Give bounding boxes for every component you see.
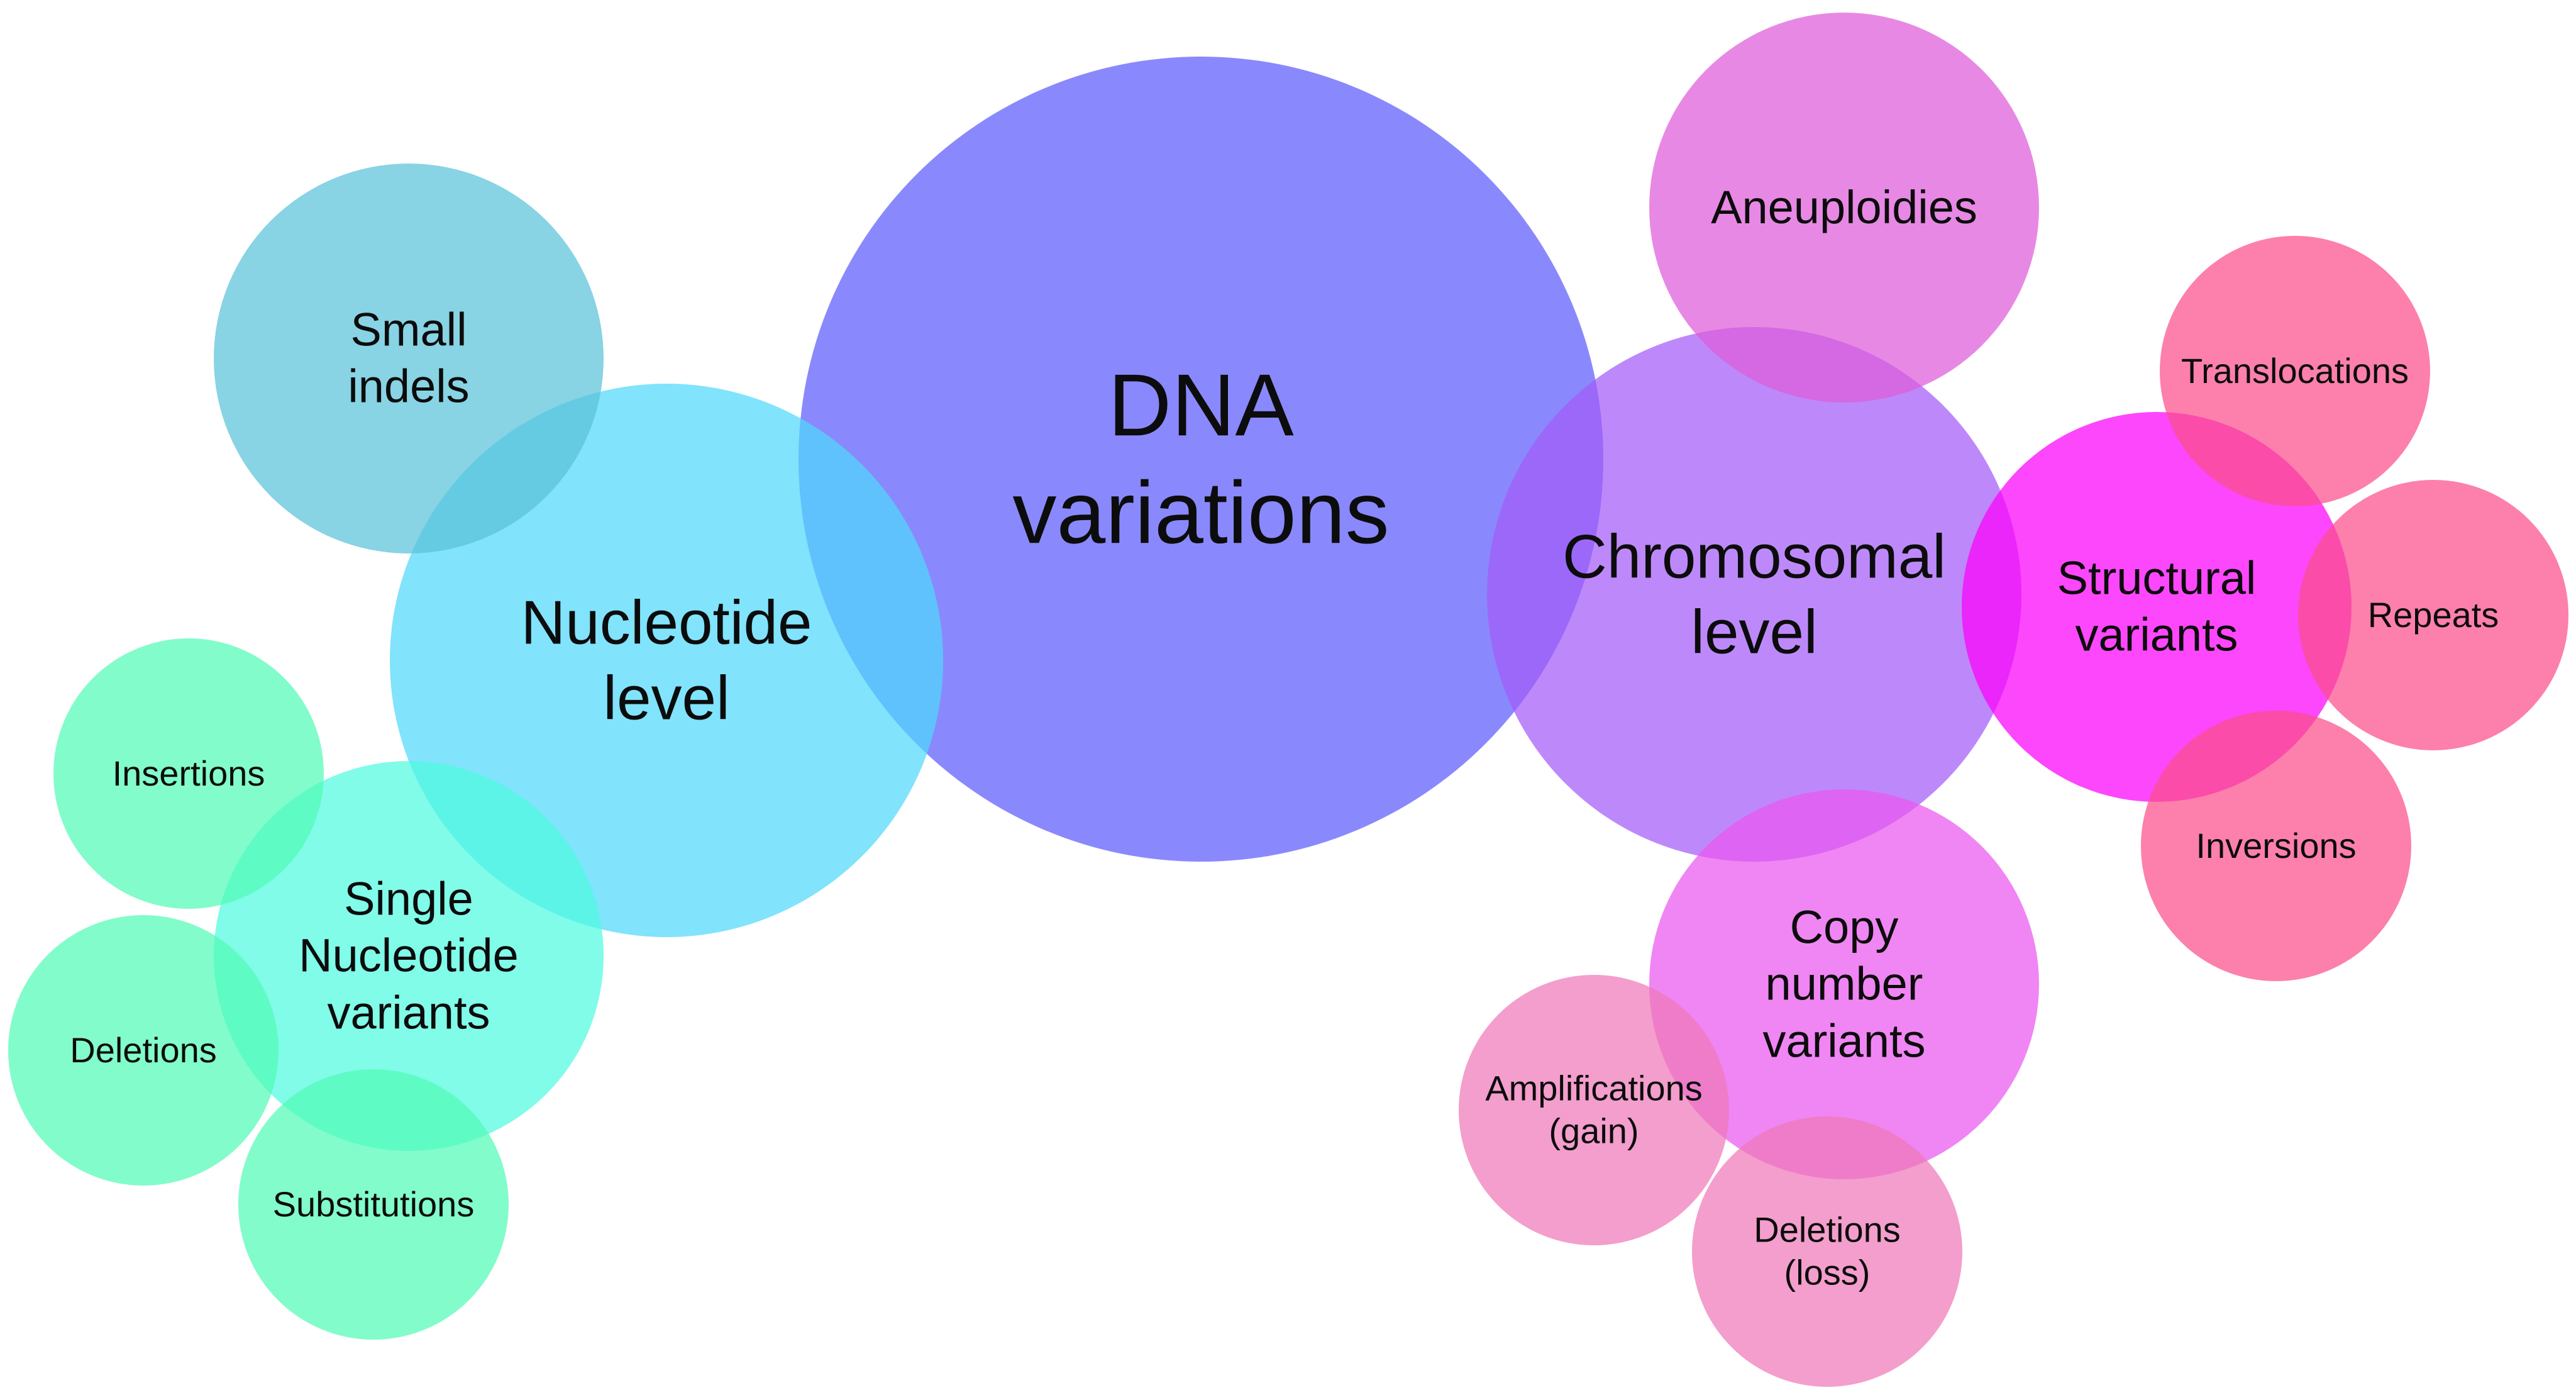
- bubble-deletions-loss: [1692, 1116, 1962, 1387]
- label-line: (gain): [1549, 1111, 1639, 1151]
- label-line: Translocations: [2181, 350, 2409, 391]
- label-line: Copy: [1789, 901, 1899, 953]
- label-structural: Structural variants: [2057, 550, 2257, 664]
- label-translocations: Translocations: [2181, 350, 2409, 392]
- label-line: Single: [344, 872, 473, 925]
- label-aneuploidies: Aneuploidies: [1711, 179, 1977, 236]
- bubble-amplifications: [1459, 975, 1729, 1245]
- label-line: indels: [348, 360, 470, 413]
- label-line: level: [603, 663, 730, 732]
- label-small-indels: Small indels: [348, 302, 469, 416]
- label-line: DNA: [1108, 355, 1294, 455]
- label-line: variations: [1012, 463, 1390, 562]
- label-inversions: Inversions: [2196, 825, 2356, 867]
- bubble-translocations: [2160, 236, 2430, 506]
- label-deletions-loss: Deletions (loss): [1754, 1209, 1900, 1295]
- label-deletions: Deletions: [70, 1029, 216, 1072]
- bubble-substitutions: [238, 1069, 509, 1340]
- label-line: Deletions: [1754, 1209, 1901, 1250]
- label-dna: DNA variations: [1012, 352, 1389, 567]
- label-line: (loss): [1784, 1253, 1871, 1292]
- bubble-insertions: [53, 638, 324, 909]
- label-chromosomal: Chromosomal level: [1562, 519, 1946, 669]
- label-insertions: Insertions: [113, 752, 265, 795]
- label-line: Aneuploidies: [1711, 181, 1977, 233]
- label-substitutions: Substitutions: [273, 1183, 475, 1226]
- label-line: Inversions: [2196, 825, 2357, 865]
- label-repeats: Repeats: [2368, 594, 2499, 636]
- label-line: Deletions: [70, 1030, 217, 1070]
- bubble-deletions: [8, 915, 279, 1186]
- label-nucleotide: Nucleotide level: [521, 585, 812, 735]
- label-line: Chromosomal: [1562, 521, 1946, 591]
- label-amplifications: Amplifications (gain): [1485, 1067, 1702, 1153]
- label-line: Nucleotide: [521, 587, 812, 657]
- label-line: variants: [1762, 1014, 1926, 1067]
- bubble-chromosomal: [1487, 327, 2021, 862]
- label-line: Substitutions: [272, 1184, 475, 1224]
- label-snv: Single Nucleotide variants: [299, 871, 519, 1042]
- label-line: Nucleotide: [299, 929, 519, 982]
- label-line: variants: [327, 986, 490, 1039]
- label-cnv: Copy number variants: [1762, 899, 1925, 1070]
- bubble-inversions: [2141, 711, 2411, 981]
- bubble-small-indels: [214, 164, 604, 553]
- label-line: Small: [350, 303, 467, 356]
- bubble-aneuploidies: [1649, 13, 2039, 403]
- label-line: variants: [2075, 609, 2238, 661]
- label-line: Structural: [2057, 552, 2257, 604]
- label-line: level: [1691, 597, 1818, 666]
- bubble-repeats: [2298, 480, 2568, 750]
- label-line: Repeats: [2367, 594, 2499, 635]
- label-line: Insertions: [112, 753, 265, 793]
- label-line: Amplifications: [1485, 1068, 1703, 1108]
- label-line: number: [1765, 957, 1923, 1010]
